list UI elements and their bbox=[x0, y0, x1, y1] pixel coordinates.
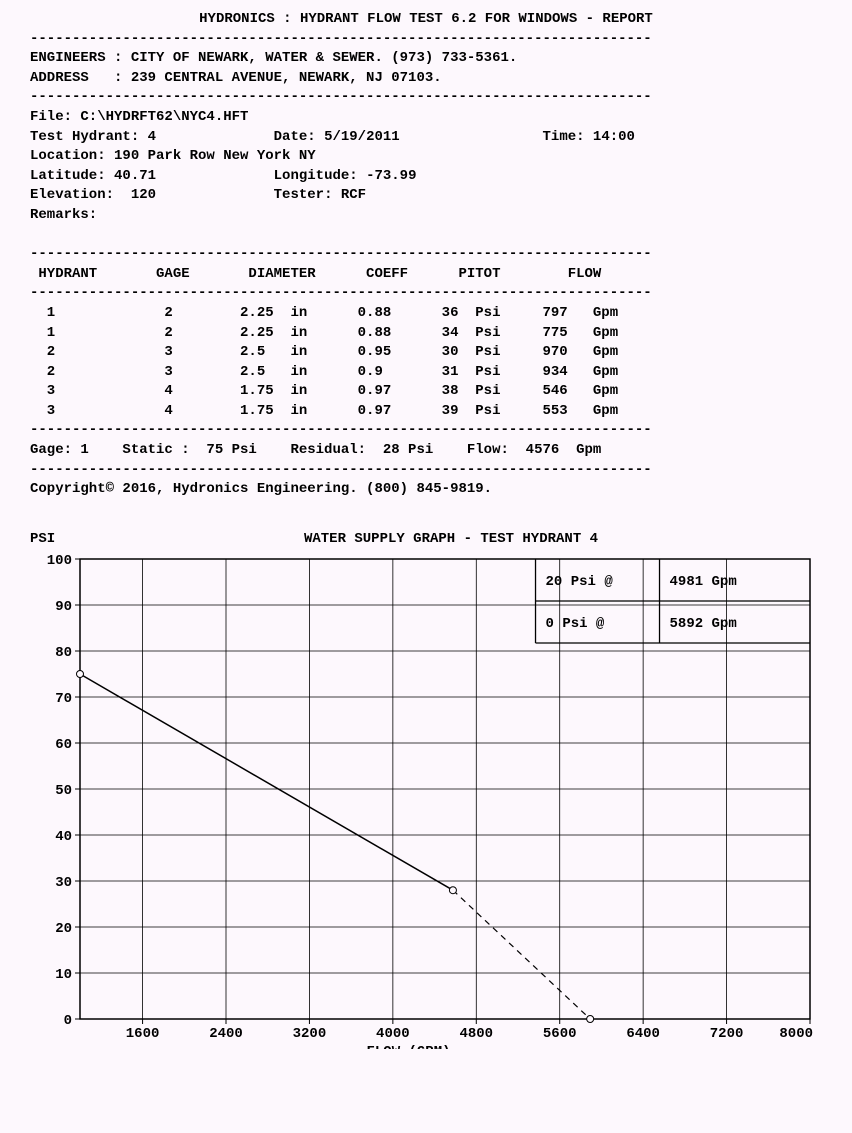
elev-tester: Elevation: 120 Tester: RCF bbox=[30, 186, 822, 206]
svg-text:50: 50 bbox=[55, 783, 72, 799]
summary-line: Gage: 1 Static : 75 Psi Residual: 28 Psi… bbox=[30, 441, 822, 461]
svg-text:80: 80 bbox=[55, 645, 72, 661]
dashline: ----------------------------------------… bbox=[30, 421, 822, 441]
table-body: 1 2 2.25 in 0.88 36 Psi 797 Gpm 1 2 2.25… bbox=[30, 304, 822, 422]
copyright-line: Copyright© 2016, Hydronics Engineering. … bbox=[30, 480, 822, 500]
svg-text:4000: 4000 bbox=[376, 1026, 410, 1042]
water-supply-chart: PSI WATER SUPPLY GRAPH - TEST HYDRANT 4 … bbox=[30, 530, 822, 1050]
svg-text:4981 Gpm: 4981 Gpm bbox=[670, 574, 737, 590]
svg-text:100: 100 bbox=[47, 553, 72, 569]
dashline: ----------------------------------------… bbox=[30, 30, 822, 50]
table-header: HYDRANT GAGE DIAMETER COEFF PITOT FLOW bbox=[30, 265, 822, 285]
svg-text:0: 0 bbox=[64, 1013, 72, 1029]
dashline: ----------------------------------------… bbox=[30, 88, 822, 108]
svg-text:90: 90 bbox=[55, 599, 72, 615]
chart-title: WATER SUPPLY GRAPH - TEST HYDRANT 4 bbox=[80, 530, 822, 550]
svg-text:8000: 8000 bbox=[779, 1026, 813, 1042]
svg-text:0 Psi @: 0 Psi @ bbox=[546, 616, 605, 632]
table-row: 2 3 2.5 in 0.9 31 Psi 934 Gpm bbox=[30, 363, 822, 383]
svg-text:2400: 2400 bbox=[209, 1026, 243, 1042]
svg-text:5600: 5600 bbox=[543, 1026, 577, 1042]
svg-text:20: 20 bbox=[55, 921, 72, 937]
svg-text:6400: 6400 bbox=[626, 1026, 660, 1042]
test-date-time: Test Hydrant: 4 Date: 5/19/2011 Time: 14… bbox=[30, 128, 822, 148]
svg-text:7200: 7200 bbox=[710, 1026, 744, 1042]
engineers-line: ENGINEERS : CITY OF NEWARK, WATER & SEWE… bbox=[30, 49, 822, 69]
location-line: Location: 190 Park Row New York NY bbox=[30, 147, 822, 167]
address-line: ADDRESS : 239 CENTRAL AVENUE, NEWARK, NJ… bbox=[30, 69, 822, 89]
svg-text:70: 70 bbox=[55, 691, 72, 707]
svg-text:3200: 3200 bbox=[293, 1026, 327, 1042]
table-row: 2 3 2.5 in 0.95 30 Psi 970 Gpm bbox=[30, 343, 822, 363]
report-title: HYDRONICS : HYDRANT FLOW TEST 6.2 FOR WI… bbox=[30, 10, 822, 30]
svg-text:FLOW (GPM): FLOW (GPM) bbox=[366, 1044, 450, 1049]
svg-text:30: 30 bbox=[55, 875, 72, 891]
svg-text:20 Psi @: 20 Psi @ bbox=[546, 574, 614, 590]
remarks-line: Remarks: bbox=[30, 206, 822, 226]
svg-text:5892 Gpm: 5892 Gpm bbox=[670, 616, 737, 632]
svg-text:10: 10 bbox=[55, 967, 72, 983]
lat-lon: Latitude: 40.71 Longitude: -73.99 bbox=[30, 167, 822, 187]
table-row: 1 2 2.25 in 0.88 34 Psi 775 Gpm bbox=[30, 324, 822, 344]
table-row: 3 4 1.75 in 0.97 38 Psi 546 Gpm bbox=[30, 382, 822, 402]
svg-text:60: 60 bbox=[55, 737, 72, 753]
file-line: File: C:\HYDRFT62\NYC4.HFT bbox=[30, 108, 822, 128]
dashline: ----------------------------------------… bbox=[30, 245, 822, 265]
svg-text:4800: 4800 bbox=[459, 1026, 493, 1042]
svg-text:40: 40 bbox=[55, 829, 72, 845]
table-row: 1 2 2.25 in 0.88 36 Psi 797 Gpm bbox=[30, 304, 822, 324]
svg-text:1600: 1600 bbox=[126, 1026, 160, 1042]
dashline: ----------------------------------------… bbox=[30, 461, 822, 481]
chart-svg: 0 10 20 30 40 50 60 70 80 90 100 1600 2400 3200 4000 48… bbox=[30, 549, 822, 1049]
table-row: 3 4 1.75 in 0.97 39 Psi 553 Gpm bbox=[30, 402, 822, 422]
dashline: ----------------------------------------… bbox=[30, 284, 822, 304]
psi-axis-label: PSI bbox=[30, 530, 80, 550]
